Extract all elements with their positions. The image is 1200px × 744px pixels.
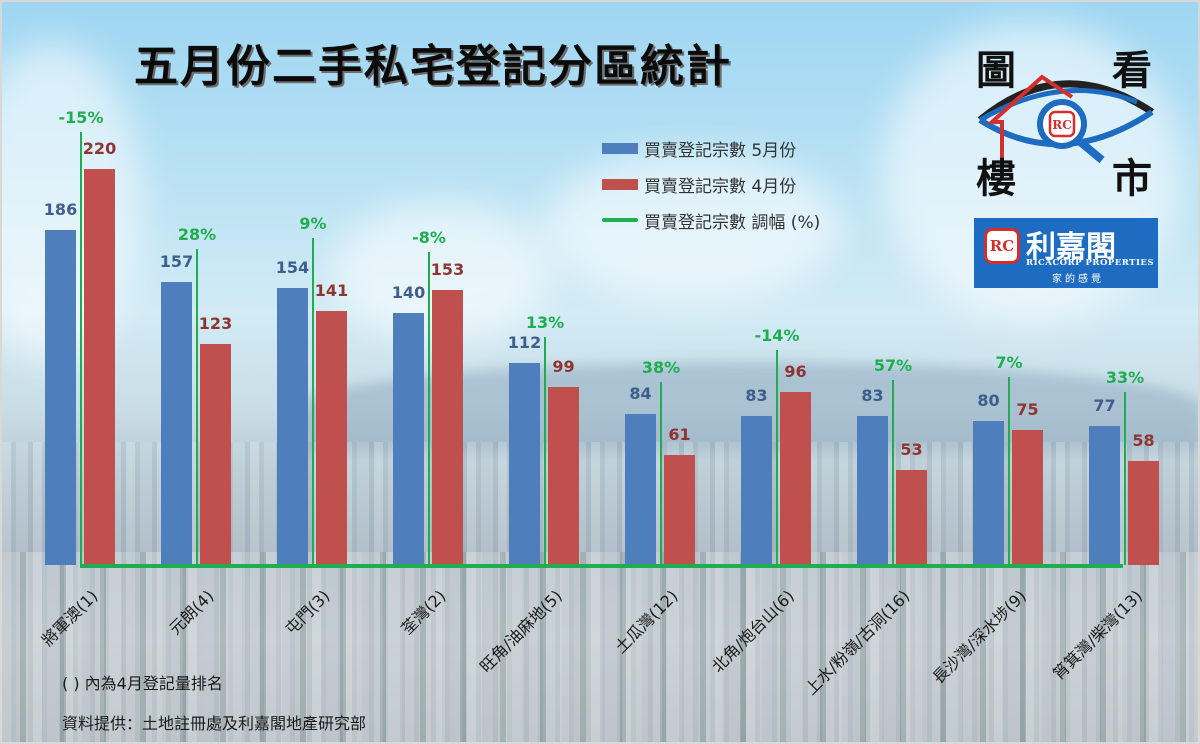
- change-label: 7%: [995, 353, 1023, 372]
- bar-april: [896, 469, 927, 565]
- change-marker-line: [892, 380, 894, 565]
- bar-april: [316, 311, 347, 565]
- value-label-may: 84: [629, 383, 652, 403]
- chart-title: 五月份二手私宅登記分區統計: [134, 41, 732, 92]
- rc-badge-icon: RC: [984, 228, 1020, 264]
- value-label-april: 99: [552, 356, 575, 376]
- legend-item-may: 買賣登記宗數 5月份: [602, 130, 820, 166]
- value-label-april: 58: [1132, 430, 1155, 450]
- brand-name: 利嘉閣: [1026, 230, 1116, 265]
- change-label: 9%: [299, 214, 327, 233]
- change-marker-line: [428, 252, 430, 565]
- legend-item-april: 買賣登記宗數 4月份: [602, 166, 820, 202]
- source-note: 資料提供：土地註冊處及利嘉閣地產研究部: [62, 714, 367, 733]
- change-label: -15%: [58, 108, 104, 127]
- logo-char-tu: 圖: [976, 47, 1016, 94]
- change-marker-line: [1124, 392, 1126, 565]
- value-label-april: 123: [198, 313, 233, 333]
- legend-item-change: 買賣登記宗數 調幅 (%): [602, 202, 820, 238]
- value-label-april: 141: [314, 281, 349, 301]
- change-marker-line: [776, 350, 778, 565]
- value-label-may: 112: [507, 333, 542, 353]
- bar-may: [973, 421, 1004, 565]
- svg-text:RC: RC: [1052, 118, 1072, 132]
- change-label: -8%: [412, 228, 446, 247]
- change-label: 13%: [525, 313, 565, 332]
- value-label-april: 75: [1016, 400, 1039, 419]
- value-label-april: 220: [82, 139, 117, 158]
- legend-swatch-red: [602, 178, 638, 190]
- bar-may: [393, 313, 424, 565]
- bar-april: [1128, 460, 1159, 565]
- brand-english-name: RICACORP PROPERTIES: [1026, 258, 1155, 268]
- legend-label: 買賣登記宗數 4月份: [644, 176, 797, 197]
- value-label-may: 83: [745, 385, 768, 405]
- change-marker-line: [660, 382, 662, 565]
- value-label-may: 154: [275, 257, 310, 277]
- bar-may: [857, 415, 888, 565]
- bar-april: [1012, 430, 1043, 565]
- value-label-april: 153: [430, 259, 465, 279]
- bar-may: [161, 282, 192, 565]
- value-label-april: 61: [668, 425, 691, 445]
- value-label-may: 80: [977, 391, 1000, 410]
- logo-char-shi: 市: [1112, 155, 1152, 202]
- ricacorp-logo: RC 利嘉閣 RICACORP PROPERTIES 家的感覺: [974, 218, 1158, 288]
- change-label: -14%: [754, 326, 800, 345]
- value-label-may: 157: [159, 252, 194, 272]
- eye-magnifier-icon: RC: [977, 74, 1154, 164]
- change-label: 28%: [177, 225, 217, 244]
- logo-char-kan: 看: [1112, 47, 1152, 94]
- change-label: 57%: [873, 356, 913, 375]
- legend-swatch-blue: [602, 142, 638, 154]
- value-label-april: 96: [784, 362, 807, 382]
- bar-april: [200, 343, 231, 565]
- change-marker-line: [80, 132, 82, 565]
- bar-may: [741, 415, 772, 565]
- value-label-april: 53: [900, 439, 923, 459]
- logo-char-lou: 樓: [976, 155, 1016, 202]
- bar-may: [1089, 426, 1120, 565]
- change-marker-line: [312, 238, 314, 565]
- value-label-may: 140: [391, 283, 426, 302]
- legend-swatch-green-line: [602, 218, 638, 222]
- change-label: 33%: [1105, 368, 1145, 387]
- bar-may: [625, 413, 656, 565]
- change-label: 38%: [641, 358, 681, 377]
- tu-kan-lou-shi-logo: RC 圖 看 樓 市: [962, 42, 1162, 202]
- bar-may: [509, 363, 540, 565]
- bar-may: [277, 287, 308, 565]
- chart-legend: 買賣登記宗數 5月份 買賣登記宗數 4月份 買賣登記宗數 調幅 (%): [602, 130, 820, 238]
- legend-label: 買賣登記宗數 調幅 (%): [644, 212, 821, 233]
- bar-april: [84, 169, 115, 565]
- value-label-may: 186: [43, 200, 78, 220]
- bar-april: [432, 289, 463, 565]
- value-label-may: 83: [861, 385, 884, 405]
- bar-april: [780, 392, 811, 565]
- bar-april: [664, 455, 695, 565]
- cloud-decoration: [542, 152, 842, 302]
- change-marker-line: [196, 249, 198, 565]
- brand-slogan: 家的感覺: [1052, 274, 1104, 285]
- change-baseline: [80, 564, 1123, 568]
- change-marker-line: [1008, 377, 1010, 565]
- ranking-note: ( ) 內為4月登記量排名: [62, 674, 223, 693]
- legend-label: 買賣登記宗數 5月份: [644, 140, 797, 161]
- value-label-may: 77: [1093, 396, 1116, 416]
- bar-april: [548, 386, 579, 565]
- city-foreground-decoration: [2, 552, 1198, 742]
- bar-may: [45, 230, 76, 565]
- change-marker-line: [544, 337, 546, 565]
